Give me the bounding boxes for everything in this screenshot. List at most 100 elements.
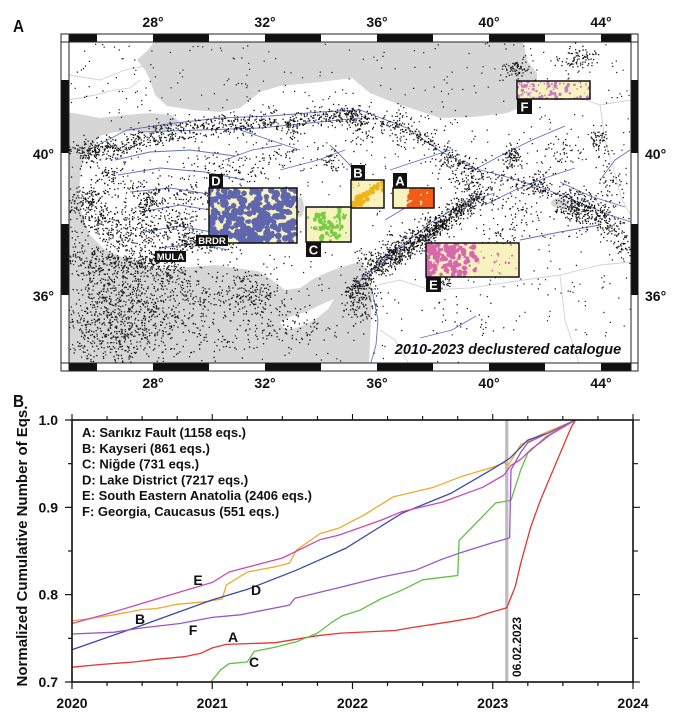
region-outline bbox=[350, 179, 385, 209]
region-seismicity-patches bbox=[209, 188, 297, 243]
scale-segment-right bbox=[631, 80, 639, 153]
country-border-line bbox=[377, 261, 631, 291]
country-border-line bbox=[69, 64, 151, 81]
region-box-c: C bbox=[305, 206, 352, 258]
legend: A: Sarıkız Fault (1158 eqs.) B: Kayseri … bbox=[82, 425, 312, 519]
region-seismicity-patches bbox=[426, 243, 517, 277]
y-axis-title: Normalized Cumulative Number of Eqs. bbox=[14, 406, 31, 687]
earthquake-cluster bbox=[517, 170, 566, 195]
region-box-b: B bbox=[350, 165, 385, 209]
region-label-f: F bbox=[521, 100, 529, 115]
series-label-e: E bbox=[193, 572, 202, 588]
y-tick-label: 0.9 bbox=[39, 499, 59, 515]
series-label-f: F bbox=[189, 622, 198, 638]
y-tick-label: 0.8 bbox=[39, 587, 59, 603]
scale-segment-bottom bbox=[377, 363, 433, 371]
region-background bbox=[306, 207, 351, 242]
earthquake-cluster bbox=[596, 205, 630, 243]
earthquake-cluster bbox=[341, 257, 385, 335]
fault-line bbox=[599, 149, 631, 181]
earthquake-cluster bbox=[69, 174, 108, 222]
earthquake-cluster bbox=[280, 112, 306, 151]
legend-entry-c: C: Niğde (731 eqs.) bbox=[82, 457, 199, 472]
scale-segment-bottom bbox=[69, 363, 97, 371]
station-label-brdr: BRDR bbox=[198, 236, 226, 247]
scale-segment-left bbox=[61, 80, 69, 153]
earthquake-cluster bbox=[497, 142, 528, 178]
earthquake-cluster bbox=[553, 182, 599, 231]
earthquake-cluster bbox=[69, 134, 118, 170]
region-seismicity-patches bbox=[406, 188, 434, 208]
earthquake-cluster bbox=[90, 167, 126, 196]
earthquake-cluster bbox=[310, 145, 345, 172]
lon-tick-label-top: 44° bbox=[590, 14, 611, 30]
fault-line bbox=[370, 289, 379, 363]
fault-line bbox=[129, 187, 216, 196]
series-line-e bbox=[72, 420, 576, 625]
scale-segment-top bbox=[601, 34, 631, 42]
earthquake-cluster bbox=[590, 150, 628, 216]
fault-line bbox=[87, 109, 631, 223]
lon-tick-label-bottom: 40° bbox=[478, 375, 499, 391]
lon-tick-label-top: 36° bbox=[366, 14, 387, 30]
earthquake-cluster bbox=[214, 157, 284, 192]
lon-tick-label-top: 28° bbox=[142, 14, 163, 30]
series-label-a: A bbox=[228, 629, 238, 645]
cyprus-island bbox=[280, 299, 334, 330]
aegean-marmara-mediterranean-sea bbox=[69, 112, 372, 363]
map-frame-scale-bar bbox=[61, 34, 639, 371]
fault-line bbox=[117, 167, 246, 181]
region-seismicity-patches bbox=[306, 207, 348, 242]
series-label-d: D bbox=[251, 582, 261, 598]
lon-tick-label-bottom: 32° bbox=[254, 375, 275, 391]
lon-tick-label-top: 32° bbox=[254, 14, 275, 30]
series-line-b bbox=[72, 420, 576, 622]
region-seismicity-patches bbox=[517, 81, 590, 99]
region-box-a: A bbox=[392, 173, 435, 209]
panel-b: B Normalized Cumulative Number of Eqs. 0… bbox=[13, 391, 649, 711]
legend-entry-d: D: Lake District (7217 eqs.) bbox=[82, 472, 248, 487]
panel-b-label: B bbox=[13, 391, 24, 411]
fault-line bbox=[559, 181, 626, 208]
series-line-f bbox=[72, 420, 576, 635]
earthquake-cluster bbox=[382, 115, 473, 161]
earthquake-cluster bbox=[531, 135, 587, 168]
earthquake-cluster bbox=[255, 307, 348, 349]
lat-tick-label-right: 36° bbox=[645, 288, 666, 304]
scale-segment-left bbox=[61, 224, 69, 295]
region-label-background bbox=[306, 242, 321, 257]
y-tick-label: 1.0 bbox=[39, 412, 59, 428]
earthquake-cluster bbox=[117, 158, 172, 245]
legend-entry-b: B: Kayseri (861 eqs.) bbox=[82, 441, 210, 456]
earthquake-cluster bbox=[69, 227, 153, 291]
region-label-background bbox=[517, 99, 532, 114]
x-tick-label: 2023 bbox=[477, 695, 508, 711]
earthquake-band bbox=[344, 192, 485, 303]
region-label-a: A bbox=[395, 174, 405, 189]
region-box-e: E bbox=[425, 242, 520, 293]
earthquake-cluster bbox=[95, 207, 152, 259]
x-tick-label: 2020 bbox=[56, 695, 87, 711]
earthquake-cluster bbox=[138, 118, 205, 144]
series-line-a bbox=[72, 420, 577, 668]
scale-segment-top bbox=[377, 34, 433, 42]
region-label-background bbox=[351, 165, 365, 180]
station-label-background bbox=[196, 235, 228, 246]
country-border-line bbox=[559, 274, 580, 363]
earthquake-band bbox=[380, 220, 448, 265]
region-outline bbox=[305, 206, 352, 243]
region-label-background bbox=[393, 173, 407, 188]
panel-a-label: A bbox=[13, 16, 24, 36]
legend-entry-e: E: South Eastern Anatolia (2406 eqs.) bbox=[82, 488, 312, 503]
earthquake-band bbox=[88, 109, 361, 155]
legend-entry-f: F: Georgia, Caucasus (551 eqs.) bbox=[82, 504, 279, 519]
earthquake-cluster bbox=[242, 100, 284, 129]
scale-segment-top bbox=[489, 34, 545, 42]
region-outline bbox=[516, 80, 591, 100]
region-seismicity-patches bbox=[351, 180, 384, 208]
country-border-line bbox=[379, 329, 409, 363]
legend-entry-a: A: Sarıkız Fault (1158 eqs.) bbox=[82, 425, 246, 440]
scale-segment-top bbox=[153, 34, 209, 42]
x-tick-label: 2022 bbox=[337, 695, 368, 711]
